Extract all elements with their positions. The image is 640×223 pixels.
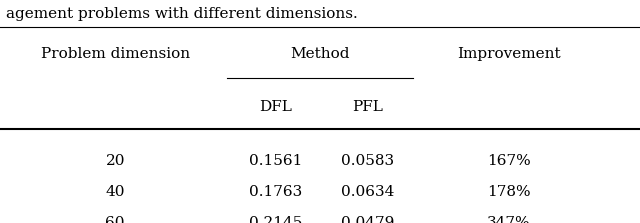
Text: DFL: DFL [259,100,292,114]
Text: 20: 20 [106,154,125,167]
Text: 0.0479: 0.0479 [341,216,395,223]
Text: 0.2145: 0.2145 [248,216,302,223]
Text: 167%: 167% [487,154,531,167]
Text: agement problems with different dimensions.: agement problems with different dimensio… [6,7,358,21]
Text: Method: Method [291,47,349,60]
Text: 40: 40 [106,185,125,199]
Text: 0.0583: 0.0583 [341,154,395,167]
Text: PFL: PFL [353,100,383,114]
Text: 347%: 347% [487,216,531,223]
Text: 0.1763: 0.1763 [248,185,302,199]
Text: 0.1561: 0.1561 [248,154,302,167]
Text: Problem dimension: Problem dimension [40,47,190,60]
Text: 60: 60 [106,216,125,223]
Text: 178%: 178% [487,185,531,199]
Text: 0.0634: 0.0634 [341,185,395,199]
Text: Improvement: Improvement [457,47,561,60]
